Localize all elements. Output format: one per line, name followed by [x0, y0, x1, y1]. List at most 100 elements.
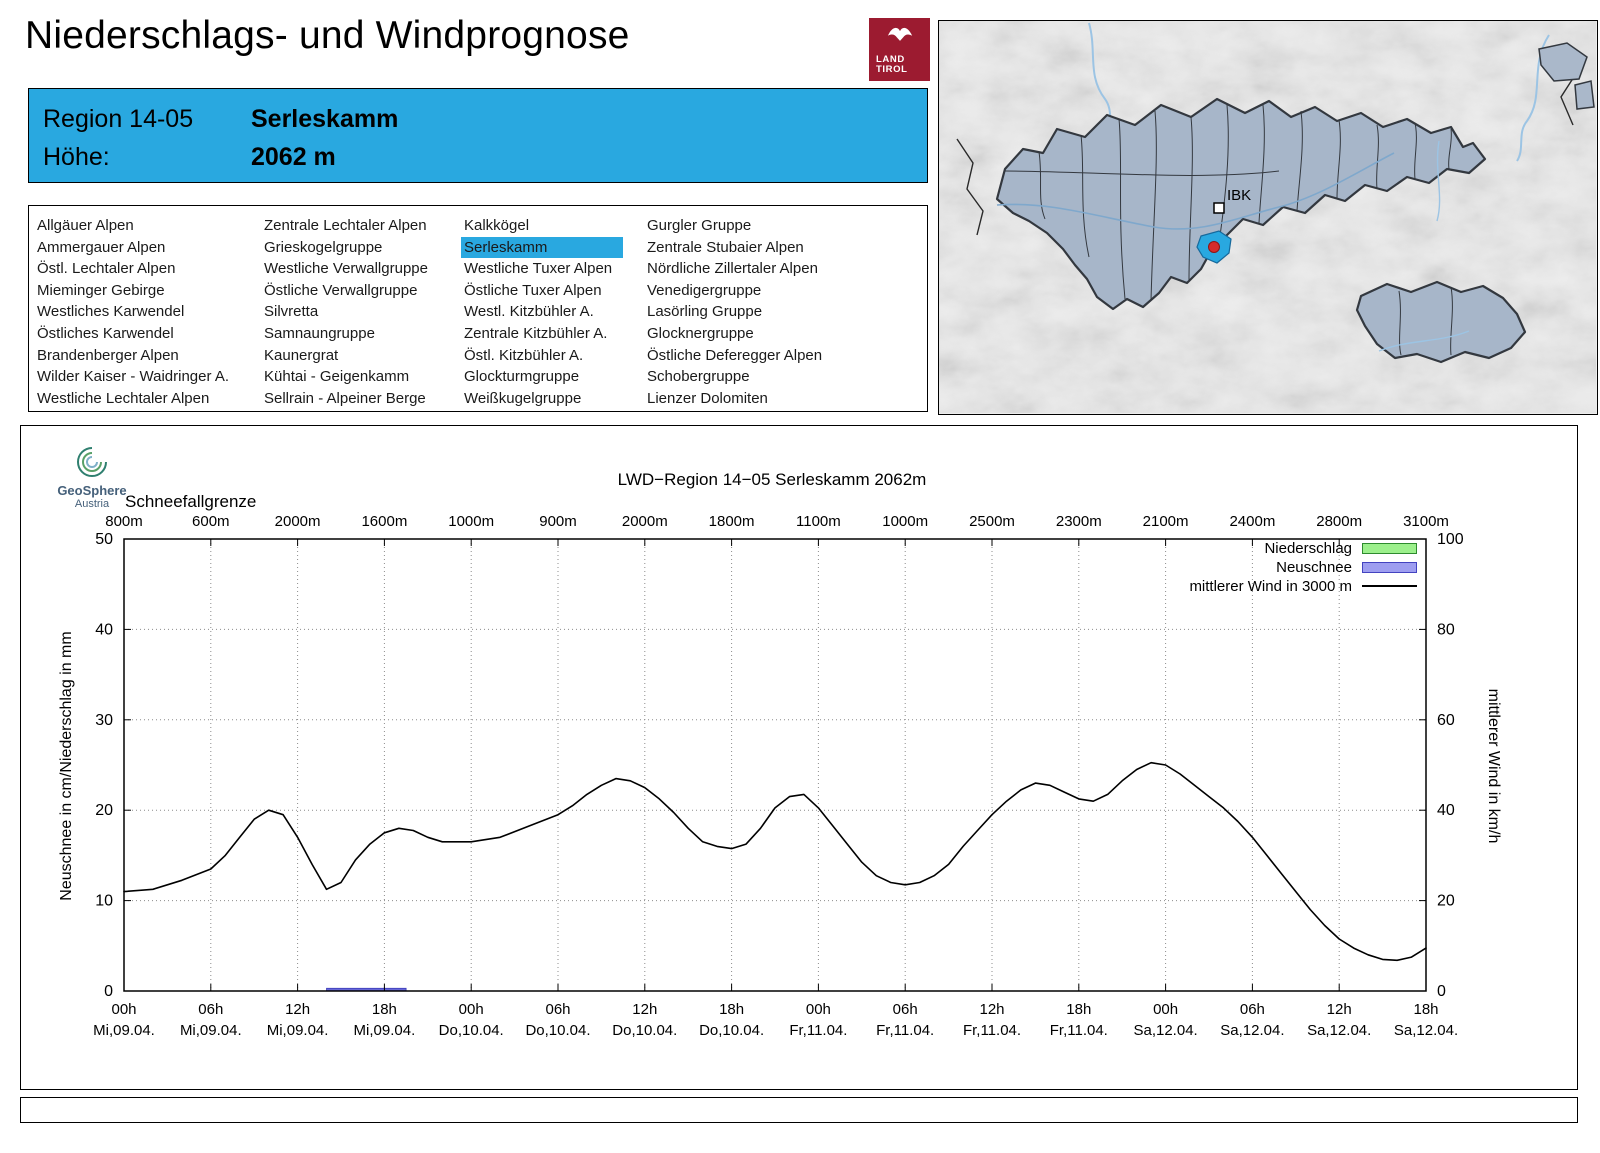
region-list-item[interactable]: Östliche Deferegger Alpen — [647, 346, 823, 364]
svg-text:06h: 06h — [198, 1001, 223, 1018]
north-tirol-region — [995, 97, 1487, 311]
region-list-item[interactable]: Lienzer Dolomiten — [647, 389, 768, 407]
svg-text:2300m: 2300m — [1056, 513, 1102, 530]
svg-text:100: 100 — [1437, 531, 1464, 548]
region-list-item[interactable]: Östl. Lechtaler Alpen — [37, 260, 176, 278]
river — [1436, 140, 1441, 222]
svg-text:Do,10.04.: Do,10.04. — [525, 1022, 590, 1039]
svg-text:0: 0 — [104, 983, 113, 1000]
region-list-item-selected[interactable]: Serleskamm — [461, 236, 623, 259]
region-list-item[interactable]: Brandenberger Alpen — [37, 346, 179, 364]
region-list-item[interactable]: Westliches Karwendel — [37, 303, 185, 321]
svg-text:06h: 06h — [893, 1001, 918, 1018]
geosphere-name: GeoSphere — [57, 483, 127, 498]
tirol-map[interactable]: IBK — [938, 20, 1598, 415]
region-list-item[interactable]: Zentrale Stubaier Alpen — [647, 238, 804, 256]
selected-region-marker — [1208, 241, 1220, 253]
region-list-item[interactable]: Lasörling Gruppe — [647, 303, 763, 321]
svg-text:1600m: 1600m — [361, 513, 407, 530]
legend-swatch-niederschlag — [1362, 542, 1417, 554]
svg-text:60: 60 — [1437, 712, 1455, 729]
region-list: Allgäuer Alpen Ammergauer Alpen Östl. Lech… — [28, 205, 928, 412]
svg-text:Do,10.04.: Do,10.04. — [439, 1022, 504, 1039]
legend-label-wind: mittlerer Wind in 3000 m — [1189, 577, 1352, 595]
svg-text:18h: 18h — [372, 1001, 397, 1018]
svg-text:12h: 12h — [632, 1001, 657, 1018]
region-list-item[interactable]: Nördliche Zillertaler Alpen — [647, 260, 818, 278]
altitude-value: 2062 m — [251, 143, 336, 171]
region-list-item[interactable]: Kalkkögel — [464, 217, 530, 234]
svg-text:00h: 00h — [806, 1001, 831, 1018]
region-list-item[interactable]: Zentrale Lechtaler Alpen — [264, 217, 427, 234]
region-list-item[interactable]: Zentrale Kitzbühler A. — [464, 324, 608, 342]
land-tirol-logo-text: LAND TIROL — [876, 54, 908, 75]
region-label: Region 14-05 — [43, 105, 194, 133]
region-list-item[interactable]: Gurgler Gruppe — [647, 217, 752, 234]
region-list-item[interactable]: Wilder Kaiser - Waidringer A. — [37, 368, 229, 386]
svg-text:2000m: 2000m — [622, 513, 668, 530]
svg-text:2800m: 2800m — [1316, 513, 1362, 530]
svg-text:10: 10 — [95, 893, 113, 910]
region-list-item[interactable]: Westliche Lechtaler Alpen — [37, 389, 210, 407]
region-list-item[interactable]: Mieminger Gebirge — [37, 281, 165, 299]
neighbour-region — [1538, 42, 1588, 82]
region-name: Serleskamm — [251, 105, 399, 133]
right-axis-label: mittlerer Wind in km/h — [1485, 688, 1502, 844]
region-list-item[interactable]: Glockturmgruppe — [464, 368, 580, 386]
svg-text:80: 80 — [1437, 621, 1455, 638]
region-list-item[interactable]: Grieskogelgruppe — [264, 238, 383, 256]
region-list-item[interactable]: Weißkugelgruppe — [464, 389, 582, 407]
svg-text:1000m: 1000m — [448, 513, 494, 530]
svg-text:06h: 06h — [545, 1001, 570, 1018]
svg-text:30: 30 — [95, 712, 113, 729]
region-list-item[interactable]: Schobergruppe — [647, 368, 750, 386]
legend-swatch-neuschnee — [1362, 561, 1417, 573]
svg-text:40: 40 — [95, 621, 113, 638]
region-list-item[interactable]: Allgäuer Alpen — [37, 217, 134, 234]
region-list-item[interactable]: Westliche Tuxer Alpen — [464, 260, 613, 278]
region-list-item[interactable]: Silvretta — [264, 303, 319, 321]
legend-label-niederschlag: Niederschlag — [1264, 539, 1352, 557]
legend-row-neuschnee: Neuschnee — [1276, 558, 1417, 576]
neighbour-region — [1574, 80, 1595, 110]
svg-text:12h: 12h — [285, 1001, 310, 1018]
altitude-label: Höhe: — [43, 143, 110, 171]
river-inn — [996, 152, 1395, 230]
svg-text:2400m: 2400m — [1229, 513, 1275, 530]
region-list-column: Gurgler Gruppe Zentrale Stubaier Alpen Nör… — [647, 215, 822, 411]
river — [1378, 330, 1470, 352]
svg-text:06h: 06h — [1240, 1001, 1265, 1018]
svg-text:Mi,09.04.: Mi,09.04. — [267, 1022, 329, 1039]
legend-label-neuschnee: Neuschnee — [1276, 558, 1352, 576]
region-list-item[interactable]: Östliches Karwendel — [37, 324, 174, 342]
svg-text:Mi,09.04.: Mi,09.04. — [354, 1022, 416, 1039]
region-list-item[interactable]: Ammergauer Alpen — [37, 238, 166, 256]
svg-text:40: 40 — [1437, 802, 1455, 819]
region-list-item[interactable]: Östliche Verwallgruppe — [264, 281, 418, 299]
region-list-item[interactable]: Kühtai - Geigenkamm — [264, 368, 410, 386]
svg-text:Fr,11.04.: Fr,11.04. — [963, 1022, 1021, 1039]
legend-swatch-wind — [1362, 585, 1417, 587]
region-list-item[interactable]: Glocknergruppe — [647, 324, 754, 342]
geosphere-icon — [77, 447, 107, 477]
svg-text:2100m: 2100m — [1143, 513, 1189, 530]
svg-text:2000m: 2000m — [275, 513, 321, 530]
tirol-eagle-icon — [887, 27, 913, 41]
region-list-item[interactable]: Kaunergrat — [264, 346, 339, 364]
region-list-item[interactable]: Venedigergruppe — [647, 281, 762, 299]
region-list-item[interactable]: Westl. Kitzbühler A. — [464, 303, 594, 321]
region-list-item[interactable]: Westliche Verwallgruppe — [264, 260, 428, 278]
svg-text:Fr,11.04.: Fr,11.04. — [789, 1022, 847, 1039]
region-list-item[interactable]: Samnaungruppe — [264, 324, 375, 342]
region-list-item[interactable]: Östliche Tuxer Alpen — [464, 281, 602, 299]
region-list-item[interactable]: Östl. Kitzbühler A. — [464, 346, 584, 364]
svg-text:18h: 18h — [719, 1001, 744, 1018]
svg-text:Sa,12.04.: Sa,12.04. — [1133, 1022, 1197, 1039]
region-list-column: Allgäuer Alpen Ammergauer Alpen Östl. Lech… — [37, 215, 264, 411]
east-tirol-region — [1355, 280, 1527, 364]
region-list-item[interactable]: Sellrain - Alpeiner Berge — [264, 389, 426, 407]
svg-text:3100m: 3100m — [1403, 513, 1449, 530]
legend-row-niederschlag: Niederschlag — [1264, 539, 1417, 557]
region-list-column: Kalkkögel Serleskamm Westliche Tuxer Alpen… — [461, 215, 647, 411]
